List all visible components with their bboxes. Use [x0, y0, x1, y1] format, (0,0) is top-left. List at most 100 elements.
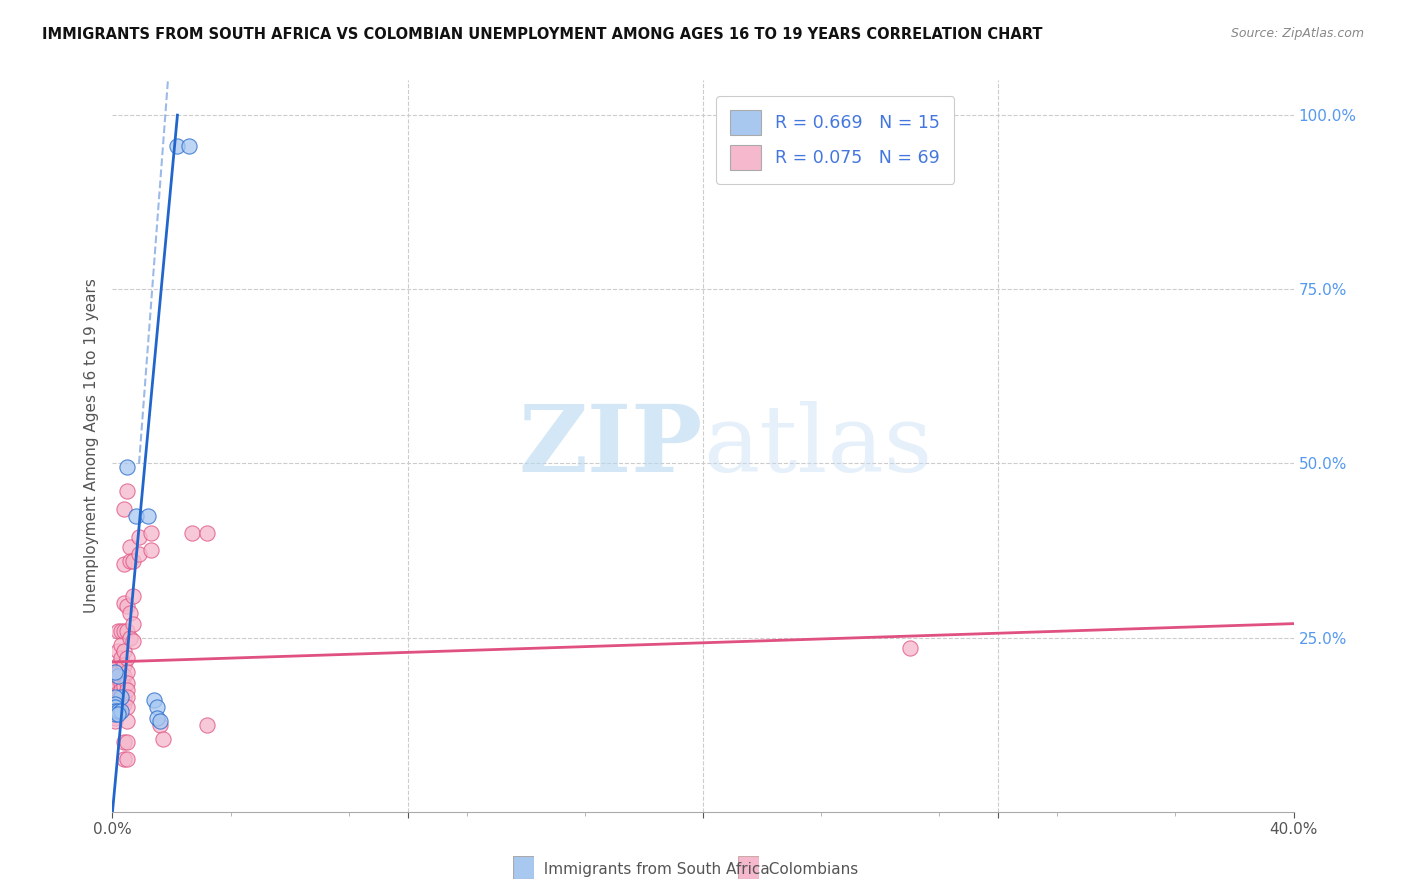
Point: [112, 501, 135, 516]
Point: [120, 606, 142, 620]
Point: [122, 589, 145, 603]
Point: [149, 717, 172, 731]
Point: [195, 717, 218, 731]
Point: [107, 707, 129, 722]
Text: Immigrants from South Africa: Immigrants from South Africa: [534, 863, 770, 877]
Point: [128, 530, 150, 544]
Point: [179, 139, 201, 153]
Point: [152, 731, 174, 746]
Point: [117, 459, 138, 474]
Legend: R = 0.669   N = 15, R = 0.075   N = 69: R = 0.669 N = 15, R = 0.075 N = 69: [716, 96, 955, 184]
Point: [110, 697, 132, 711]
Point: [110, 676, 132, 690]
Point: [107, 679, 129, 693]
Point: [107, 693, 129, 707]
Point: [104, 697, 127, 711]
Point: [117, 676, 138, 690]
Point: [139, 543, 162, 558]
Point: [104, 693, 127, 707]
Point: [104, 707, 127, 722]
Text: atlas: atlas: [703, 401, 932, 491]
Point: [166, 139, 188, 153]
Point: [122, 554, 145, 568]
Point: [104, 697, 127, 711]
Text: ZIP: ZIP: [519, 401, 703, 491]
Point: [142, 693, 165, 707]
Point: [104, 690, 127, 704]
Point: [117, 599, 138, 614]
Point: [104, 673, 127, 687]
Point: [104, 707, 127, 722]
Text: IMMIGRANTS FROM SOUTH AFRICA VS COLOMBIAN UNEMPLOYMENT AMONG AGES 16 TO 19 YEARS: IMMIGRANTS FROM SOUTH AFRICA VS COLOMBIA…: [42, 27, 1043, 42]
Point: [104, 665, 127, 680]
Point: [117, 714, 138, 728]
Point: [104, 679, 127, 693]
Point: [112, 669, 135, 683]
Point: [104, 700, 127, 714]
Point: [120, 540, 142, 554]
Point: [112, 596, 135, 610]
Point: [107, 686, 129, 700]
Point: [136, 508, 159, 523]
Point: [139, 526, 162, 541]
Point: [107, 624, 129, 638]
Point: [195, 526, 218, 541]
Point: [117, 484, 138, 499]
Point: [104, 704, 127, 718]
Point: [107, 644, 129, 658]
Point: [117, 735, 138, 749]
Point: [117, 682, 138, 697]
Point: [107, 673, 129, 687]
Point: [112, 697, 135, 711]
Point: [181, 526, 204, 541]
Point: [107, 700, 129, 714]
Point: [112, 624, 135, 638]
Point: [110, 704, 132, 718]
Point: [107, 669, 129, 683]
Point: [120, 631, 142, 645]
Point: [104, 714, 127, 728]
Point: [112, 679, 135, 693]
Point: [104, 704, 127, 718]
Text: Colombians: Colombians: [759, 863, 859, 877]
Point: [107, 697, 129, 711]
Point: [104, 711, 127, 725]
Point: [117, 651, 138, 665]
Point: [110, 682, 132, 697]
Point: [122, 616, 145, 631]
Point: [117, 690, 138, 704]
Y-axis label: Unemployment Among Ages 16 to 19 years: Unemployment Among Ages 16 to 19 years: [83, 278, 98, 614]
Point: [117, 752, 138, 766]
Point: [112, 558, 135, 572]
Point: [122, 634, 145, 648]
Point: [107, 704, 129, 718]
Point: [107, 704, 129, 718]
Point: [149, 714, 172, 728]
Point: [104, 665, 127, 680]
Point: [112, 690, 135, 704]
Point: [146, 700, 169, 714]
Point: [110, 638, 132, 652]
Point: [110, 651, 132, 665]
Point: [117, 700, 138, 714]
Point: [110, 690, 132, 704]
Point: [107, 658, 129, 673]
Point: [117, 665, 138, 680]
Point: [104, 690, 127, 704]
Point: [146, 711, 169, 725]
Point: [112, 644, 135, 658]
Point: [128, 547, 150, 561]
Point: [112, 752, 135, 766]
Point: [117, 624, 138, 638]
Point: [107, 690, 129, 704]
Point: [110, 624, 132, 638]
Point: [112, 658, 135, 673]
Point: [104, 682, 127, 697]
Text: Source: ZipAtlas.com: Source: ZipAtlas.com: [1230, 27, 1364, 40]
Point: [107, 665, 129, 680]
Point: [125, 508, 148, 523]
Point: [898, 640, 921, 655]
Point: [110, 665, 132, 680]
Point: [104, 700, 127, 714]
Point: [120, 554, 142, 568]
